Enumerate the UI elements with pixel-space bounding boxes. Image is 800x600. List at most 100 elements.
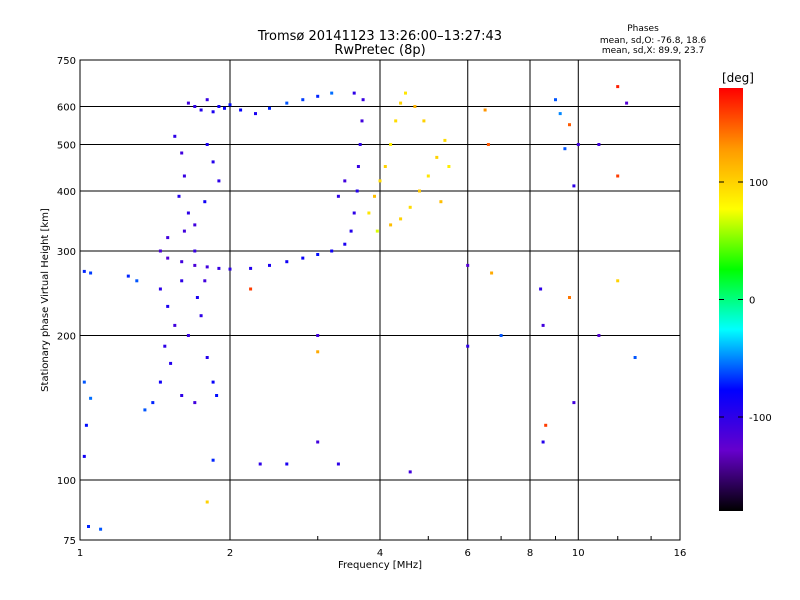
scatter-point [625, 101, 629, 105]
scatter-point [330, 91, 334, 95]
y-tick-label: 200 [57, 332, 76, 343]
scatter-point [316, 94, 320, 98]
scatter-point [180, 394, 184, 397]
scatter-point [499, 334, 503, 337]
y-ticks: 75 100 200 300 400 500 600 750 [57, 56, 76, 547]
scatter-point [182, 229, 186, 233]
scatter-point [616, 279, 620, 283]
scatter-point [399, 101, 403, 105]
scatter-point [352, 211, 356, 215]
scatter-point [616, 85, 620, 89]
phases-header: Phases [627, 24, 659, 34]
chart-title: Tromsø 20141123 13:26:00–13:27:43 [257, 29, 502, 44]
scatter-point [352, 91, 356, 95]
scatter-point [316, 334, 320, 337]
y-tick-label: 400 [57, 187, 76, 198]
scatter-point [239, 108, 243, 112]
scatter-point [572, 401, 576, 405]
scatter-point [205, 98, 209, 102]
scatter-point [554, 98, 557, 102]
scatter-point [399, 217, 403, 221]
scatter-point [249, 266, 253, 270]
scatter-point [186, 211, 190, 215]
scatter-point [285, 101, 289, 105]
scatter-point [486, 143, 490, 146]
scatter-point [87, 525, 90, 528]
scatter-point [268, 106, 271, 110]
scatter-point [199, 108, 203, 112]
scatter-point [177, 194, 181, 198]
scatter-point [316, 350, 320, 354]
scatter-point [356, 165, 360, 168]
scatter-point [89, 271, 93, 275]
scatter-point [544, 423, 548, 427]
y-tick-label: 300 [57, 247, 76, 258]
scatter-point [180, 151, 184, 155]
scatter-point [443, 138, 447, 142]
x-tick-label: 16 [674, 548, 687, 559]
scatter-point [616, 174, 620, 178]
scatter-point [413, 105, 417, 108]
x-tick-label: 4 [377, 548, 383, 559]
scatter-point [203, 200, 207, 204]
scatter-point [217, 266, 221, 270]
colorbar-tick-label: 0 [749, 296, 755, 307]
scatter-point [89, 396, 93, 400]
scatter-point [135, 279, 139, 283]
scatter-point [336, 194, 340, 198]
x-tick-label: 1 [77, 548, 83, 559]
scatter-point [418, 189, 421, 193]
scatter-point [215, 394, 219, 397]
scatter-point [217, 179, 221, 183]
y-tick-label: 600 [57, 103, 76, 114]
scatter-point [205, 143, 209, 146]
scatter-point [572, 184, 576, 188]
scatter-point [228, 267, 232, 271]
scatter-point [343, 242, 347, 246]
scatter-point [99, 527, 103, 531]
scatter-point [158, 249, 162, 253]
scatter-point [82, 454, 86, 458]
scatter-point [301, 98, 305, 102]
scatter-point [249, 287, 253, 291]
scatter-point [158, 287, 162, 291]
scatter-point [597, 143, 601, 146]
x-axis-label: Frequency [MHz] [338, 560, 422, 571]
scatter-point [285, 260, 289, 264]
scatter-point [541, 440, 545, 444]
colorbar-ticks: 100 0 -100 [719, 178, 772, 424]
scatter-point [568, 123, 571, 127]
scatter-point [316, 253, 320, 256]
y-tick-label: 750 [57, 56, 76, 67]
x-tick-label: 10 [572, 548, 585, 559]
scatter-point [367, 211, 371, 215]
scatter-point [254, 112, 257, 116]
scatter-points [82, 85, 637, 531]
scatter-point [597, 334, 601, 337]
scatter-point [211, 458, 215, 462]
scatter-point [151, 401, 155, 405]
scatter-point [355, 189, 359, 193]
y-tick-label: 100 [57, 476, 76, 487]
scatter-point [389, 223, 393, 227]
scatter-point [285, 462, 289, 466]
scatter-point [539, 287, 543, 291]
scatter-point [408, 470, 412, 474]
scatter-point [330, 249, 334, 253]
scatter-point [223, 106, 226, 110]
scatter-point [173, 323, 177, 327]
colorbar-tick-label: -100 [749, 413, 772, 424]
y-axis-label: Stationary phase Virtual Height [km] [40, 208, 51, 392]
scatter-point [361, 98, 365, 102]
scatter-point [336, 462, 340, 466]
scatter-point [228, 103, 232, 107]
scatter-point [82, 269, 86, 273]
scatter-point [143, 408, 147, 412]
scatter-point [404, 91, 407, 95]
colorbar-tick-label: 100 [749, 178, 768, 189]
scatter-point [180, 260, 184, 264]
scatter-point [193, 105, 197, 108]
scatter-point [633, 356, 637, 359]
scatter-point [373, 194, 376, 198]
